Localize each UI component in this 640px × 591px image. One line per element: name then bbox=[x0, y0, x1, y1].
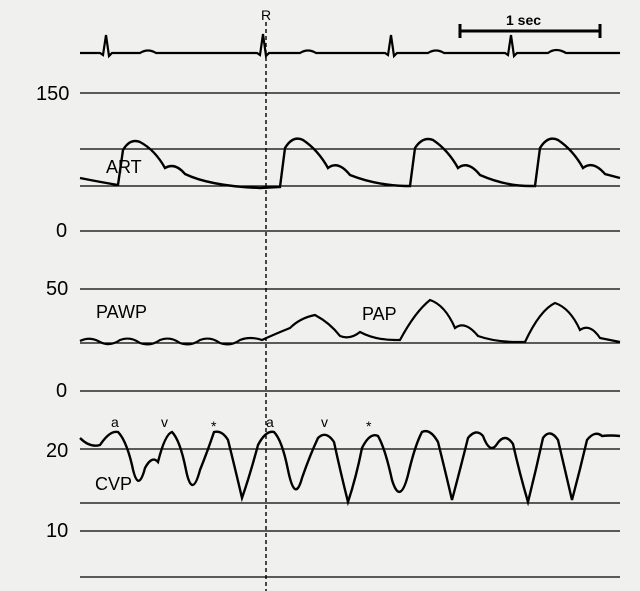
ecg-trace bbox=[80, 34, 620, 56]
scale-label: 1 sec bbox=[506, 12, 541, 28]
waveform-figure: 1 sec R 150 0 ART 50 0 PAWP PAP 20 1 bbox=[0, 0, 640, 591]
cvp-marker-v2: v bbox=[321, 414, 328, 430]
cvp-axis-10: 10 bbox=[46, 520, 68, 542]
waveform-svg: 1 sec R 150 0 ART 50 0 PAWP PAP 20 1 bbox=[0, 0, 640, 591]
r-marker: R bbox=[261, 7, 271, 23]
art-label: ART bbox=[106, 157, 142, 177]
cvp-trace bbox=[80, 431, 620, 502]
pawp-label: PAWP bbox=[96, 302, 147, 322]
cvp-marker-a2: a bbox=[266, 414, 274, 430]
cvp-axis-20: 20 bbox=[46, 440, 68, 462]
cvp-label: CVP bbox=[95, 474, 132, 494]
pap-label: PAP bbox=[362, 304, 397, 324]
art-axis-150: 150 bbox=[36, 83, 69, 105]
scale-bar: 1 sec bbox=[460, 12, 600, 38]
pa-axis-50: 50 bbox=[46, 278, 68, 300]
cvp-grid bbox=[80, 449, 620, 577]
cvp-marker-a1: a bbox=[111, 414, 119, 430]
art-trace bbox=[80, 139, 620, 188]
cvp-marker-star2: * bbox=[366, 418, 372, 434]
pa-trace bbox=[80, 300, 620, 344]
pa-axis-0: 0 bbox=[56, 380, 67, 402]
art-axis-0: 0 bbox=[56, 220, 67, 242]
cvp-marker-v1: v bbox=[161, 414, 168, 430]
